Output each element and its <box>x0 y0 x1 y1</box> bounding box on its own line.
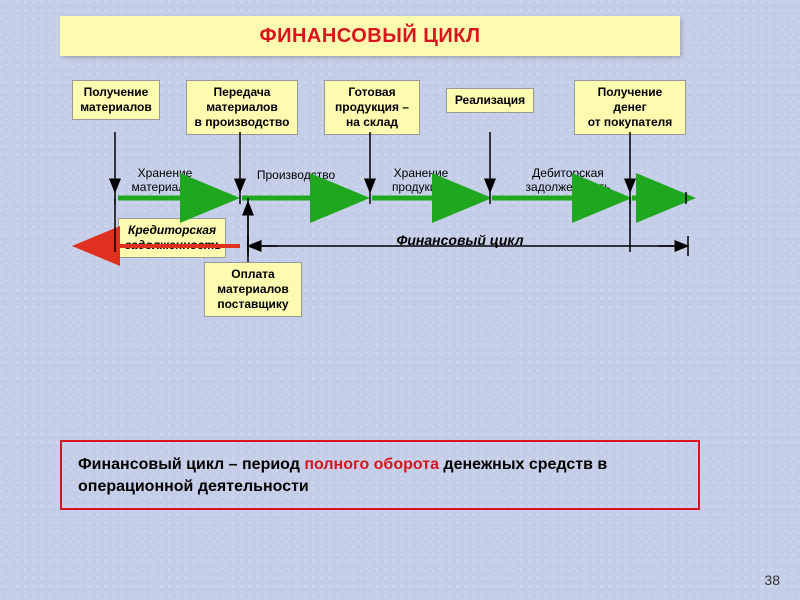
def-red: полного оборота <box>304 456 439 473</box>
def-pre: Финансовый цикл – период <box>78 456 304 473</box>
box-receive-money: Получениеденегот покупателя <box>574 80 686 135</box>
label-production: Производство <box>246 168 346 182</box>
label-receivables: Дебиторскаязадолженность <box>508 166 628 195</box>
label-financial-cycle: Финансовый цикл <box>380 232 540 249</box>
box-transfer-materials: Передачаматериаловв производство <box>186 80 298 135</box>
box-payment-supplier: Оплатаматериаловпоставщику <box>204 262 302 317</box>
box-receive-materials: Получениематериалов <box>72 80 160 120</box>
label-storage-materials: Хранениематериалов <box>120 166 210 195</box>
box-payables: Кредиторскаязадолженность <box>118 218 226 258</box>
definition-box: Финансовый цикл – период полного оборота… <box>60 440 700 510</box>
label-storage-products: Хранениепродукции <box>376 166 466 195</box>
box-realization: Реализация <box>446 88 534 113</box>
title-text: ФИНАНСОВЫЙ ЦИКЛ <box>260 25 481 48</box>
box-finished-goods: Готоваяпродукция –на склад <box>324 80 420 135</box>
title-banner: ФИНАНСОВЫЙ ЦИКЛ <box>60 16 680 56</box>
page-number: 38 <box>764 572 780 588</box>
